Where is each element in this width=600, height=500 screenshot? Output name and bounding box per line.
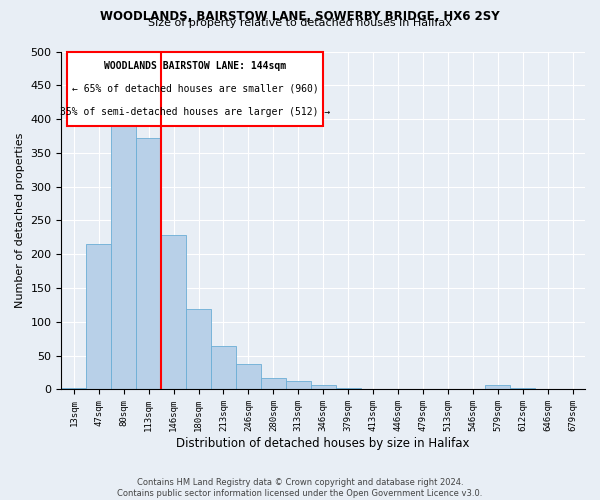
Bar <box>61 388 86 390</box>
Text: Contains HM Land Registry data © Crown copyright and database right 2024.
Contai: Contains HM Land Registry data © Crown c… <box>118 478 482 498</box>
Bar <box>111 116 136 390</box>
Bar <box>136 138 161 390</box>
Bar <box>386 389 410 390</box>
Bar <box>485 384 510 390</box>
Bar <box>335 388 361 390</box>
Bar <box>361 389 386 390</box>
Bar <box>560 389 585 390</box>
Bar <box>410 389 436 390</box>
Y-axis label: Number of detached properties: Number of detached properties <box>15 133 25 308</box>
Bar <box>286 382 311 390</box>
Text: WOODLANDS, BAIRSTOW LANE, SOWERBY BRIDGE, HX6 2SY: WOODLANDS, BAIRSTOW LANE, SOWERBY BRIDGE… <box>100 10 500 23</box>
Bar <box>161 236 186 390</box>
Bar <box>311 386 335 390</box>
Bar <box>86 244 111 390</box>
FancyBboxPatch shape <box>67 52 323 126</box>
Text: ← 65% of detached houses are smaller (960): ← 65% of detached houses are smaller (96… <box>71 84 318 94</box>
Bar <box>261 378 286 390</box>
Text: Size of property relative to detached houses in Halifax: Size of property relative to detached ho… <box>148 18 452 28</box>
Bar <box>236 364 261 390</box>
Bar <box>510 388 535 390</box>
Text: 35% of semi-detached houses are larger (512) →: 35% of semi-detached houses are larger (… <box>60 108 330 118</box>
X-axis label: Distribution of detached houses by size in Halifax: Distribution of detached houses by size … <box>176 437 470 450</box>
Bar <box>211 346 236 390</box>
Bar <box>186 309 211 390</box>
Text: WOODLANDS BAIRSTOW LANE: 144sqm: WOODLANDS BAIRSTOW LANE: 144sqm <box>104 62 286 72</box>
